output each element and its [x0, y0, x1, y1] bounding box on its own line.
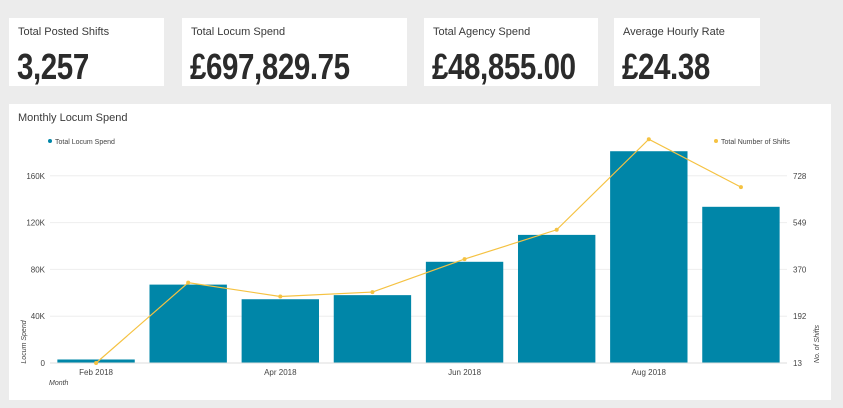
bar-jun-2018	[425, 261, 504, 363]
y-tick-label: 80K	[31, 265, 46, 274]
bar-jul-2018	[517, 234, 596, 363]
shifts-point-mar-2018	[186, 280, 191, 285]
shifts-point-apr-2018	[278, 294, 283, 299]
kpi-card-total-posted-shifts: Total Posted Shifts 3,257	[9, 18, 164, 87]
bar-sep-2018	[702, 206, 780, 363]
y-tick-label: 0	[41, 359, 46, 368]
shifts-point-jul-2018	[554, 227, 559, 232]
y-tick-label: 40K	[31, 312, 46, 321]
monthly-locum-spend-chart-panel: Monthly Locum Spend 0 40K 80K 120K 160K 13 192…	[9, 104, 831, 400]
bar-aug-2018	[610, 151, 688, 363]
y2-tick-label: 549	[793, 219, 807, 228]
y2-tick-label: 192	[793, 312, 807, 321]
bar-apr-2018	[241, 299, 320, 363]
shifts-point-sep-2018	[738, 185, 743, 190]
legend-bar-marker	[48, 139, 52, 143]
kpi-label: Total Posted Shifts	[18, 26, 110, 38]
kpi-value: £24.38	[622, 46, 710, 87]
kpi-card-total-agency-spend: Total Agency Spend £48,855.00	[424, 18, 598, 87]
shifts-point-feb-2018	[94, 361, 99, 365]
chart-title: Monthly Locum Spend	[18, 112, 128, 124]
x-axis-title: Month	[49, 380, 69, 387]
legend-total-number-of-shifts: Total Number of Shifts	[721, 139, 790, 146]
kpi-label: Total Agency Spend	[433, 26, 531, 38]
kpi-value: £697,829.75	[190, 46, 350, 87]
kpi-label: Total Locum Spend	[191, 26, 286, 38]
y-tick-label: 160K	[26, 172, 45, 181]
bar-may-2018	[333, 295, 412, 363]
combo-chart: 0 40K 80K 120K 160K 13 192 370 549 728 Feb 2018 Apr…	[21, 137, 821, 387]
shifts-point-jun-2018	[462, 257, 467, 262]
y2-tick-label: 728	[793, 172, 807, 181]
shifts-point-may-2018	[370, 290, 375, 295]
kpi-card-average-hourly-rate: Average Hourly Rate £24.38	[614, 18, 760, 87]
legend-line-marker	[714, 139, 718, 143]
shifts-line	[95, 138, 742, 364]
x-tick-label: Feb 2018	[79, 368, 113, 377]
kpi-card-total-locum-spend: Total Locum Spend £697,829.75	[182, 18, 407, 87]
x-tick-label: Jun 2018	[448, 368, 481, 377]
kpi-value: £48,855.00	[432, 46, 576, 87]
shifts-point-aug-2018	[646, 137, 651, 142]
y2-axis-title: No. of Shifts	[814, 324, 821, 363]
x-tick-label: Aug 2018	[632, 368, 667, 377]
y-tick-label: 120K	[26, 219, 45, 228]
kpi-label: Average Hourly Rate	[623, 26, 725, 38]
y-axis-title: Locum Spend	[21, 319, 28, 363]
kpi-value: 3,257	[17, 46, 89, 87]
legend-total-locum-spend: Total Locum Spend	[55, 139, 115, 146]
x-tick-label: Apr 2018	[264, 368, 297, 377]
y2-tick-label: 13	[793, 359, 802, 368]
y2-tick-label: 370	[793, 266, 807, 275]
bar-mar-2018	[149, 284, 227, 363]
